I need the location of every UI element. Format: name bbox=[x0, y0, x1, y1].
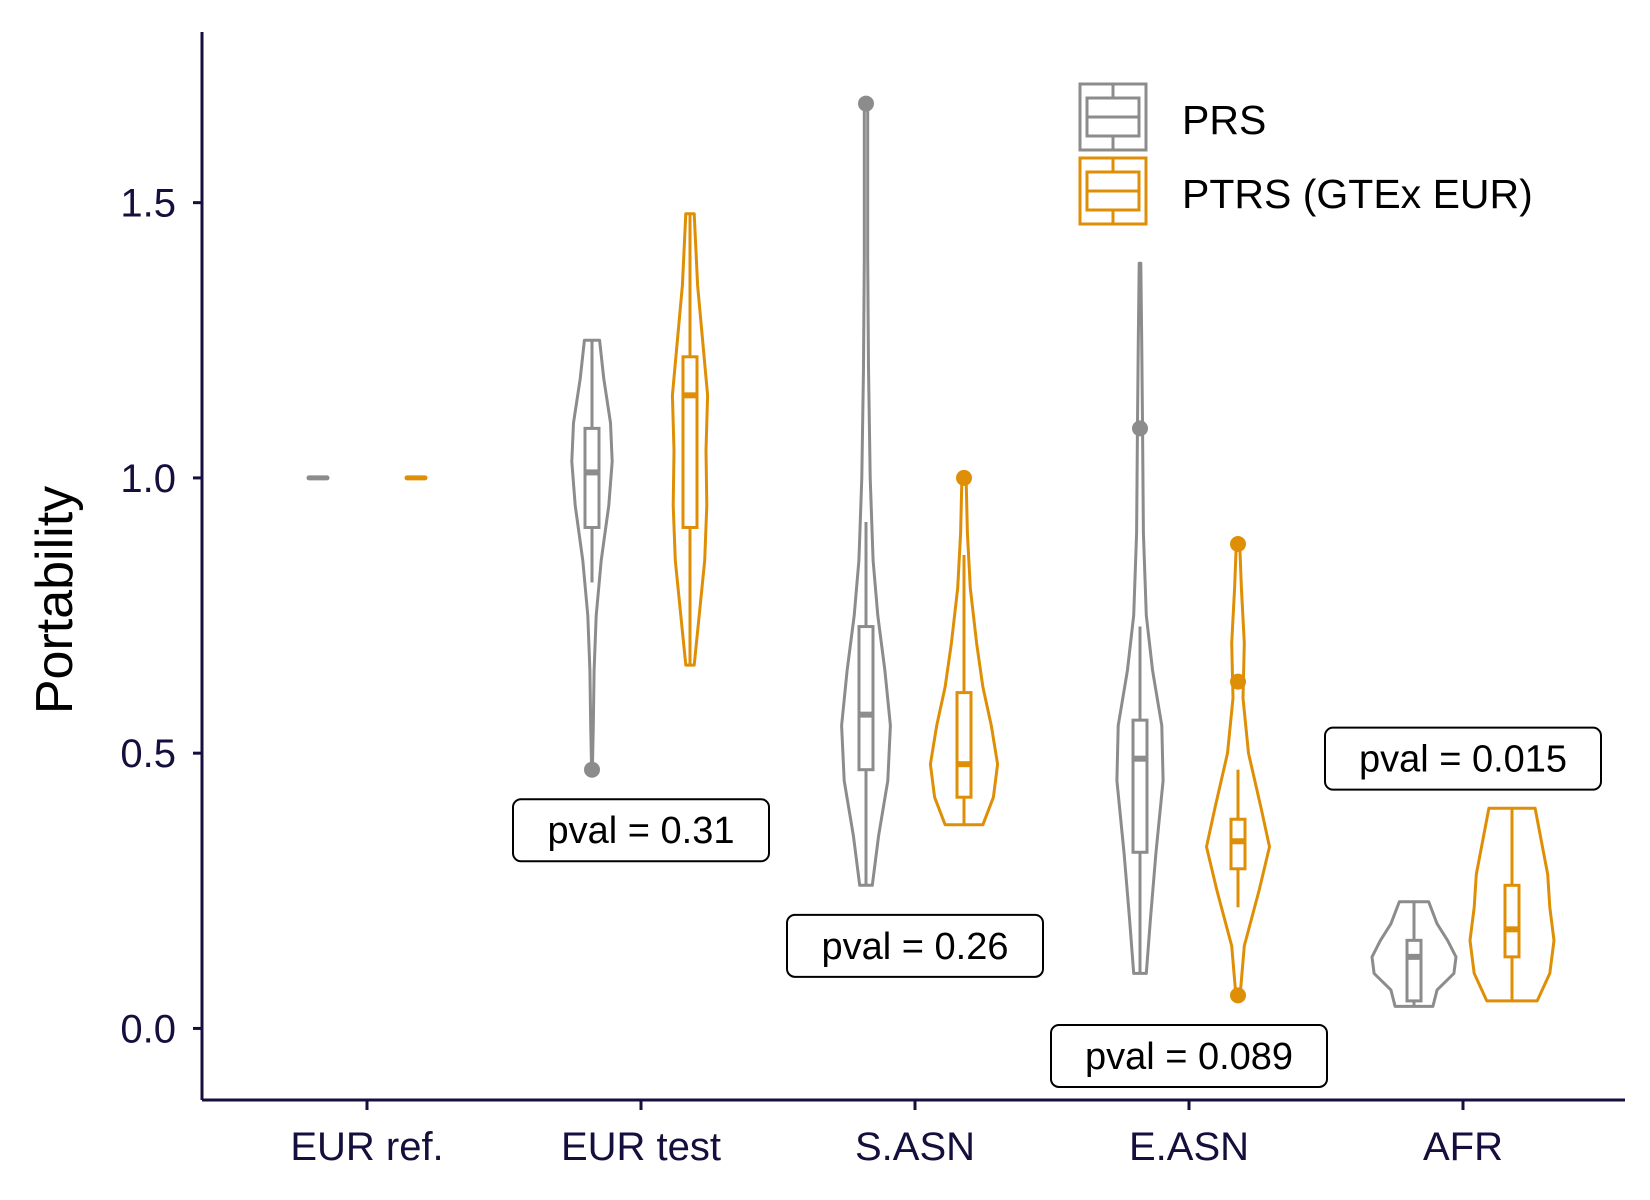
pval-box bbox=[1324, 726, 1602, 791]
box bbox=[1131, 718, 1149, 854]
box bbox=[583, 426, 601, 529]
violin-shape bbox=[1115, 261, 1165, 975]
violin-group bbox=[1205, 535, 1271, 1004]
pval-text: pval = 0.015 bbox=[1359, 739, 1567, 781]
violin-group bbox=[1115, 261, 1165, 975]
y-tick-label: 1.0 bbox=[120, 457, 176, 501]
x-tick-label: E.ASN bbox=[1129, 1125, 1249, 1169]
legend-label-prs: PRS bbox=[1182, 97, 1266, 143]
outlier-point bbox=[1230, 673, 1246, 690]
violin-group bbox=[840, 95, 892, 887]
outlier-point bbox=[956, 469, 972, 486]
x-tick-label: AFR bbox=[1423, 1125, 1503, 1169]
outlier-point bbox=[858, 95, 874, 112]
legend-entry-prs: PRS bbox=[1078, 82, 1266, 152]
violins bbox=[306, 95, 1556, 1008]
legend-label-ptrs: PTRS (GTEx EUR) bbox=[1182, 171, 1533, 217]
x-tick-label: EUR ref. bbox=[290, 1125, 443, 1169]
violin-group bbox=[670, 212, 710, 667]
violin-shape bbox=[1468, 806, 1556, 1003]
pval-text: pval = 0.089 bbox=[1085, 1036, 1293, 1078]
pval-text: pval = 0.31 bbox=[548, 810, 735, 852]
y-axis-label: Portability bbox=[26, 486, 84, 714]
pval-box bbox=[512, 798, 770, 863]
y-tick-label: 1.5 bbox=[120, 182, 176, 226]
pval-annotations: pval = 0.31 pval = 0.26 pval = 0.089 pval =… bbox=[512, 726, 1602, 1088]
legend: PRS PTRS (GTEx EUR) bbox=[1078, 82, 1533, 226]
box bbox=[1503, 883, 1521, 959]
violin-group bbox=[1468, 806, 1556, 1003]
outlier-point bbox=[1230, 987, 1246, 1004]
pval-box bbox=[786, 913, 1044, 978]
y-tick-label: 0.5 bbox=[120, 732, 176, 776]
outlier-point bbox=[1230, 535, 1246, 552]
violin-group bbox=[1370, 900, 1458, 1008]
violin-shape bbox=[570, 338, 614, 772]
pval-box bbox=[1050, 1023, 1328, 1088]
outlier-point bbox=[1132, 420, 1148, 437]
violin-group bbox=[570, 338, 614, 778]
violin-shape bbox=[670, 212, 710, 667]
x-tick-label: S.ASN bbox=[855, 1125, 975, 1169]
x-ticks: EUR ref. EUR test S.ASN E.ASN AFR bbox=[290, 1100, 1503, 1169]
violin-group bbox=[928, 469, 1000, 827]
pval-label: pval = 0.089 bbox=[1050, 1023, 1328, 1088]
y-ticks: 0.0 0.5 1.0 1.5 bbox=[120, 182, 202, 1051]
legend-entry-ptrs: PTRS (GTEx EUR) bbox=[1078, 156, 1533, 226]
y-tick-label: 0.0 bbox=[120, 1007, 176, 1051]
x-tick-label: EUR test bbox=[561, 1125, 721, 1169]
box bbox=[1405, 938, 1423, 1003]
pval-label: pval = 0.26 bbox=[786, 913, 1044, 978]
outlier-point bbox=[584, 761, 600, 778]
pval-label: pval = 0.015 bbox=[1324, 726, 1602, 791]
pval-text: pval = 0.26 bbox=[822, 926, 1009, 968]
violin-shape bbox=[1370, 900, 1458, 1008]
pval-label: pval = 0.31 bbox=[512, 798, 770, 863]
box bbox=[681, 355, 699, 529]
box bbox=[955, 691, 973, 799]
box bbox=[857, 625, 875, 772]
